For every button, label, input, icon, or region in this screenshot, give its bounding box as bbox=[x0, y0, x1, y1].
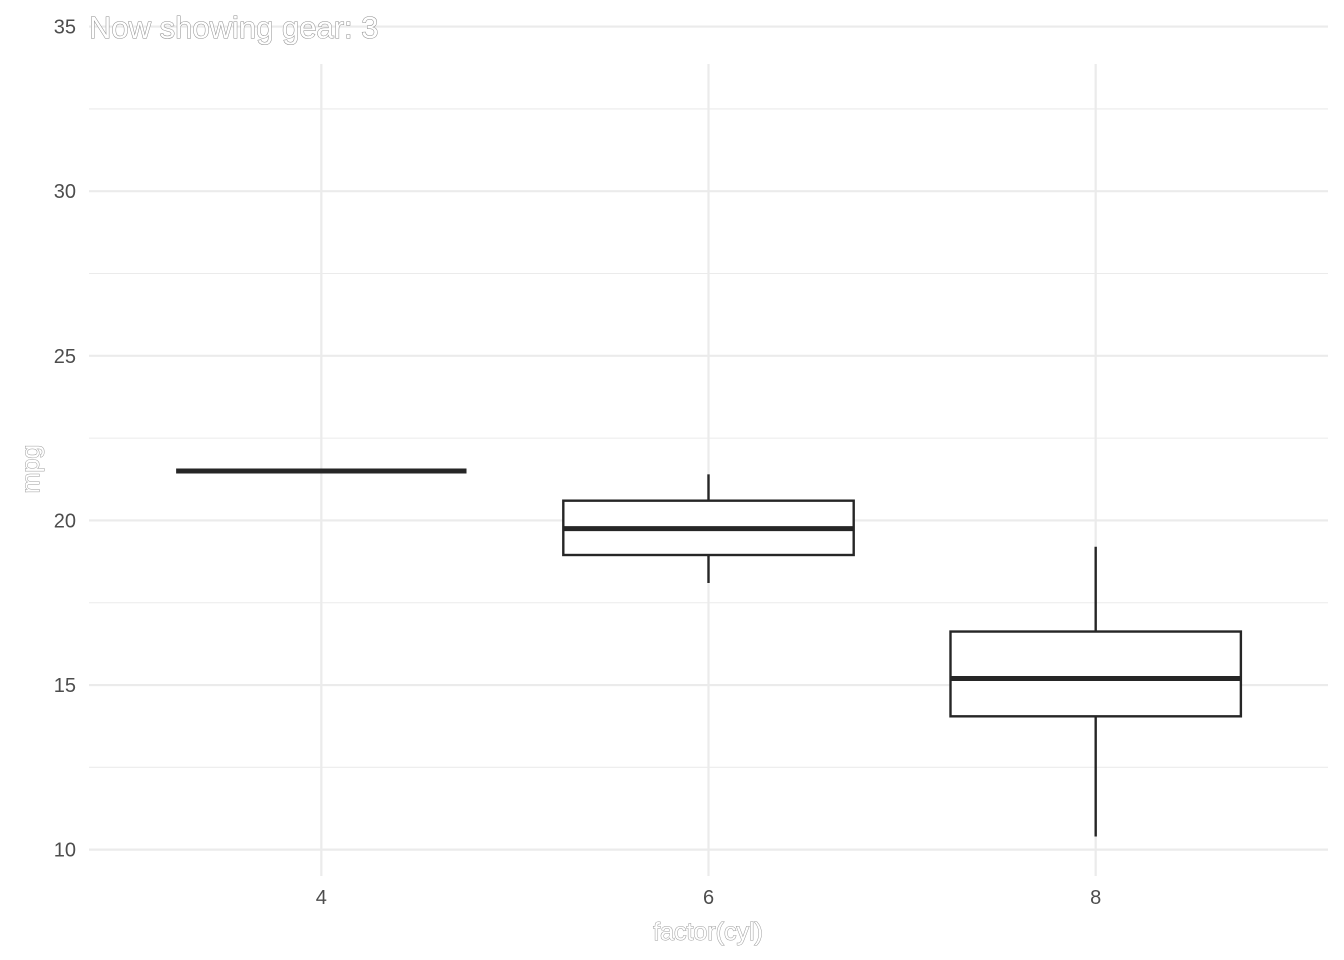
y-tick-label: 15 bbox=[54, 675, 76, 697]
x-tick-label: 8 bbox=[1090, 887, 1101, 909]
box-group bbox=[949, 546, 1243, 837]
box-group bbox=[562, 474, 855, 583]
y-tick-label: 35 bbox=[54, 17, 76, 39]
boxes-layer bbox=[176, 468, 1243, 837]
x-axis-title: factor(cyl) bbox=[653, 918, 763, 946]
x-tick-label: 6 bbox=[703, 887, 714, 909]
grid-layer bbox=[89, 25, 1328, 876]
box-iqr bbox=[949, 630, 1243, 718]
y-tick-label: 25 bbox=[54, 346, 76, 368]
y-tick-label: 20 bbox=[54, 510, 76, 532]
x-tick-label: 4 bbox=[316, 887, 327, 909]
y-tick-label: 30 bbox=[54, 181, 76, 203]
y-tick-label: 10 bbox=[54, 840, 76, 862]
ticks-layer: 10 15 20 25 30 35 4 6 8 bbox=[54, 17, 1102, 909]
chart-title: Now showing gear: 3 bbox=[89, 10, 379, 45]
y-axis-title: mpg bbox=[17, 445, 45, 494]
